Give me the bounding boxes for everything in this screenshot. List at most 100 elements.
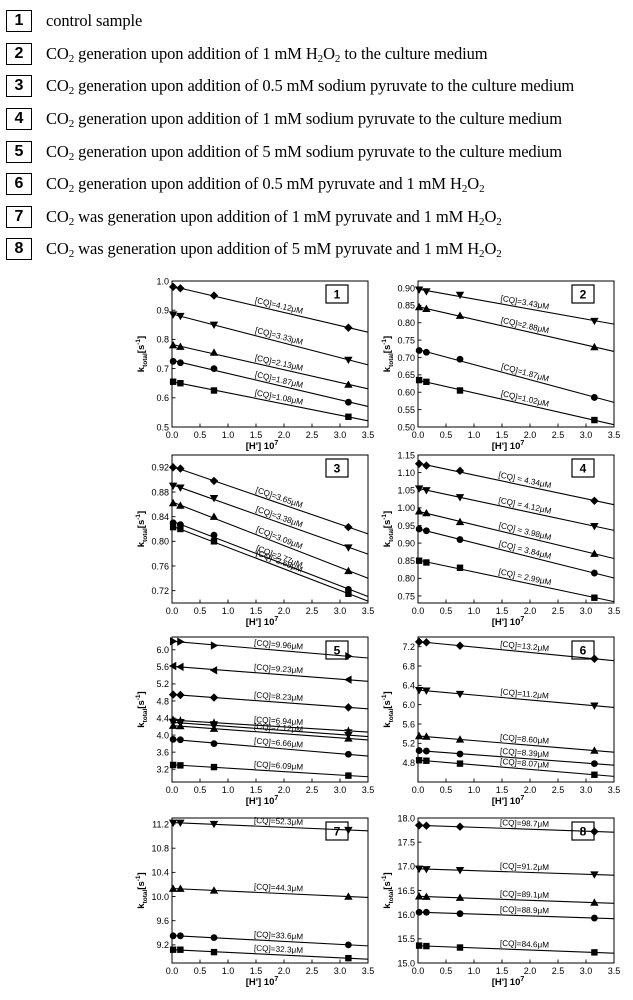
x-tick-label: 1.0 xyxy=(222,785,235,795)
legend-subscript: 2 xyxy=(68,118,75,131)
x-axis-label-text: [H'] 10 xyxy=(246,796,275,807)
y-axis-label-sup: -1 xyxy=(135,339,142,345)
plot-frame xyxy=(171,636,369,783)
x-axis-label-text: [H'] 10 xyxy=(246,441,275,452)
x-tick-label: 3.5 xyxy=(608,606,621,616)
triangle-down-marker xyxy=(414,485,424,493)
square-marker xyxy=(591,594,598,601)
x-axis-label: [H'] 107 xyxy=(492,795,525,807)
x-tick-label: 2.5 xyxy=(552,966,565,976)
chart-panel-2: 0.0 0.5 1.0 1.5 2.0 2.5 3.0 3.5 0.50 0.55 0.60 0.65… xyxy=(381,280,620,452)
x-axis-label: [H'] 107 xyxy=(246,976,279,988)
x-tick-label: 2.0 xyxy=(524,430,537,440)
y-axis-label-k: k xyxy=(382,722,393,728)
y-axis-label-sup: -1 xyxy=(381,875,388,881)
y-axis-label-unit: [s xyxy=(382,700,393,708)
x-axis-label-text: [H'] 10 xyxy=(246,617,275,628)
x-tick-label: 0.0 xyxy=(412,785,425,795)
y-axis-label: ktotal[s-1] xyxy=(381,691,395,727)
legend-subscript: 2 xyxy=(496,215,502,228)
square-marker xyxy=(456,944,464,951)
series: [CQ]=52.3μM xyxy=(168,816,369,835)
legend-subscript: 2 xyxy=(68,248,75,261)
circle-marker xyxy=(456,750,464,758)
square-marker xyxy=(210,387,218,394)
legend-text-segment: O xyxy=(484,239,497,259)
triangle-up-marker xyxy=(168,498,178,507)
plot-frame xyxy=(417,636,615,783)
square-marker xyxy=(591,416,598,424)
legend-subscript: 2 xyxy=(68,85,75,98)
x-tick-label: 1.0 xyxy=(468,430,481,440)
circle-marker xyxy=(591,914,598,922)
square-marker xyxy=(177,946,184,953)
series-label: [CQ]=89.1μM xyxy=(500,889,550,900)
chart-panel-3: 0.0 0.5 1.0 1.5 2.0 2.5 3.0 3.5 0.72 0.76 0.80 0.84… xyxy=(135,454,374,628)
y-tick-label: 1.00 xyxy=(397,503,415,513)
square-marker xyxy=(169,946,177,953)
panel-number-box xyxy=(325,284,349,304)
triangle-up-marker xyxy=(590,898,599,906)
y-tick-label: 10.8 xyxy=(151,844,169,854)
legend-list: 1 control sample 2 CO2 generation upon addi… xyxy=(6,5,631,266)
triangle-down-marker xyxy=(455,291,465,300)
legend-text-segment: generation upon addition of 0.5 mM sodiu… xyxy=(74,76,575,96)
series-label: [CQ]=6.09μM xyxy=(254,760,304,772)
legend-item: 8 CO2 was generation upon addition of 5 m… xyxy=(6,233,631,266)
square-marker xyxy=(456,387,464,394)
y-axis-label-unit: [s xyxy=(136,345,147,353)
square-marker xyxy=(169,378,177,385)
fit-line xyxy=(417,528,615,579)
y-axis-label-k: k xyxy=(382,541,393,547)
fit-line xyxy=(417,348,615,403)
fit-line xyxy=(171,934,369,947)
triangle-down-marker xyxy=(344,544,353,552)
triangle-left-marker xyxy=(168,661,177,671)
y-tick-label: 17.5 xyxy=(397,837,415,847)
x-tick-label: 1.5 xyxy=(496,430,509,440)
circle-marker xyxy=(423,348,430,356)
fit-line xyxy=(171,640,369,659)
square-marker xyxy=(177,525,184,533)
y-axis-label-unit: [s xyxy=(382,345,393,353)
triangle-down-marker xyxy=(455,867,465,875)
fit-line xyxy=(417,379,615,426)
series: [CQ]=89.1μM xyxy=(414,889,615,906)
legend-text-segment: generation upon addition of 1 mM H xyxy=(74,43,318,63)
triangle-down-marker xyxy=(344,826,353,835)
circle-marker xyxy=(169,357,177,365)
x-tick-label: 0.5 xyxy=(194,606,207,616)
legend-text: CO2 was generation upon addition of 1 mM… xyxy=(46,207,502,228)
series: [CQ]=9.23μM xyxy=(168,661,369,684)
x-axis-label-text: [H'] 10 xyxy=(246,977,275,988)
x-tick-label: 2.0 xyxy=(278,606,291,616)
panel-number: 5 xyxy=(334,644,341,658)
square-marker xyxy=(456,564,464,571)
series-label: [CQ]=6.66μM xyxy=(254,736,304,749)
legend-text-segment: CO xyxy=(46,239,69,259)
triangle-down-marker xyxy=(590,871,599,879)
diamond-marker xyxy=(422,638,431,647)
square-marker xyxy=(423,378,430,386)
y-axis-label: ktotal[s-1] xyxy=(135,872,149,908)
series: [CQ]=9.96μM xyxy=(169,637,369,661)
circle-marker xyxy=(591,569,598,577)
circle-marker xyxy=(456,355,464,363)
y-axis-label-sup: -1 xyxy=(135,694,142,700)
y-tick-label: 0.80 xyxy=(151,537,169,547)
x-tick-label: 3.0 xyxy=(334,966,347,976)
x-tick-label: 1.5 xyxy=(250,606,263,616)
y-tick-label: 0.75 xyxy=(397,591,415,601)
y-tick-label: 10.4 xyxy=(151,868,169,878)
square-marker xyxy=(345,772,352,779)
triangle-down-marker xyxy=(414,286,424,294)
x-tick-label: 2.5 xyxy=(306,966,319,976)
square-marker xyxy=(415,757,423,764)
y-axis-label-end: ] xyxy=(136,336,147,339)
fit-line xyxy=(417,945,615,954)
x-tick-label: 1.5 xyxy=(250,785,263,795)
circle-marker xyxy=(210,934,218,942)
y-axis-label-end: ] xyxy=(136,691,147,694)
series-label: [CQ] = 2.99μM xyxy=(498,567,553,587)
x-axis-label: [H'] 107 xyxy=(492,440,525,452)
